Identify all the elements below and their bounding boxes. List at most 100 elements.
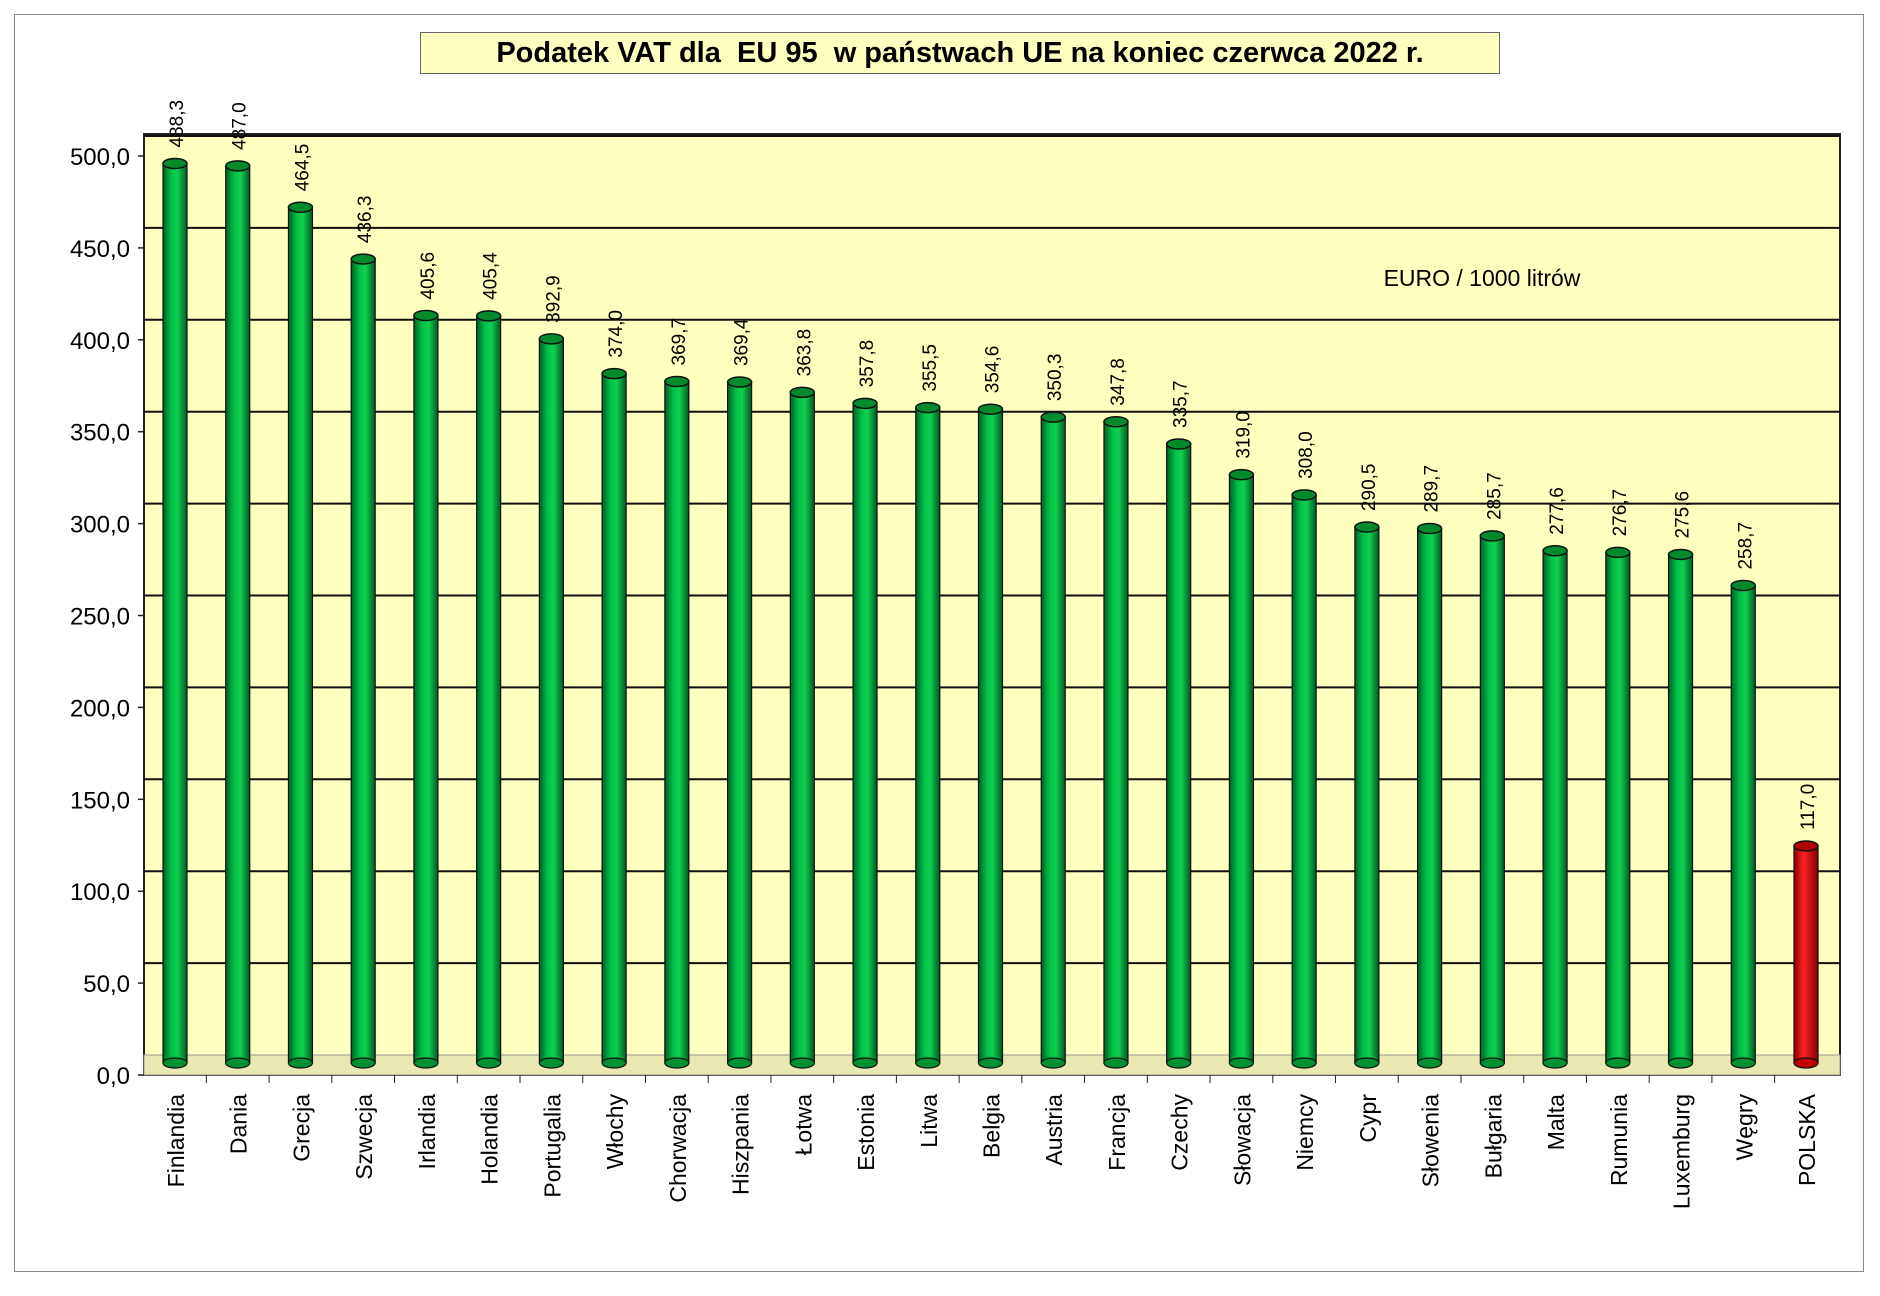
bar-cap xyxy=(1542,545,1568,557)
x-tick-label: Malta xyxy=(1543,1094,1569,1150)
x-tick-label: Finlandia xyxy=(163,1094,189,1188)
bar xyxy=(601,372,627,1064)
data-label: 369,4 xyxy=(732,318,753,366)
x-tick-label: Portugalia xyxy=(539,1094,565,1198)
bar xyxy=(476,315,502,1064)
bar-cap xyxy=(287,201,314,213)
bar xyxy=(287,206,314,1064)
bar xyxy=(852,402,878,1064)
bar-base xyxy=(1166,1057,1192,1069)
data-label: 392,9 xyxy=(543,275,564,323)
bar-cap xyxy=(1479,530,1506,542)
y-tick-label: 400,0 xyxy=(70,328,130,355)
data-label: 405,6 xyxy=(418,252,439,300)
bar-base xyxy=(1479,1057,1505,1069)
x-tick-label: Estonia xyxy=(853,1094,879,1171)
bar xyxy=(1479,535,1505,1064)
bar-base xyxy=(664,1057,690,1069)
bar-base xyxy=(1793,1057,1819,1069)
y-tick-label: 500,0 xyxy=(70,144,130,171)
data-label: 289,7 xyxy=(1422,465,1443,513)
data-label: 357,8 xyxy=(857,340,878,388)
y-tick-label: 0,0 xyxy=(97,1063,130,1090)
data-label: 350,3 xyxy=(1045,354,1066,402)
chart-title: Podatek VAT dla EU 95 w państwach UE na … xyxy=(420,32,1500,74)
bar-cap xyxy=(1354,521,1380,533)
data-label: 405,4 xyxy=(481,252,502,300)
bar-cap xyxy=(224,160,251,172)
bar-base xyxy=(915,1057,941,1069)
x-tick-label: Grecja xyxy=(288,1094,314,1162)
bar-base xyxy=(1542,1057,1568,1069)
bar-base xyxy=(225,1057,251,1069)
bar xyxy=(1103,421,1129,1064)
bar-cap xyxy=(1730,579,1757,592)
x-tick-label: Szwecja xyxy=(351,1094,377,1180)
bar-cap xyxy=(1667,548,1694,561)
y-tick-label: 50,0 xyxy=(83,971,130,998)
bar xyxy=(1667,553,1694,1064)
bar xyxy=(1417,527,1443,1064)
y-tick-label: 250,0 xyxy=(70,604,130,631)
bar xyxy=(413,314,439,1064)
bar-base xyxy=(1730,1057,1756,1069)
x-tick-label: Litwa xyxy=(916,1094,942,1148)
bar-base xyxy=(1103,1057,1129,1069)
x-tick-label: Węgry xyxy=(1731,1094,1757,1161)
data-label: 464,5 xyxy=(292,144,313,192)
bar xyxy=(664,380,690,1064)
bar xyxy=(1542,550,1568,1064)
bar-cap xyxy=(1103,415,1129,428)
bar-base xyxy=(1417,1057,1443,1069)
bar-cap xyxy=(1165,438,1192,450)
x-tick-label: Dania xyxy=(226,1094,252,1154)
bar-cap xyxy=(350,253,376,265)
data-label: 276,7 xyxy=(1610,489,1631,537)
bar xyxy=(1291,494,1317,1064)
data-label: 277,6 xyxy=(1547,487,1568,535)
x-tick-label: Łotwa xyxy=(790,1094,816,1156)
bar-cap xyxy=(601,367,627,380)
y-tick-label: 450,0 xyxy=(70,236,130,263)
data-label: 347,8 xyxy=(1108,358,1129,406)
x-tick-label: Hiszpania xyxy=(728,1094,754,1195)
bar xyxy=(915,406,941,1064)
x-tick-label: Luxemburg xyxy=(1669,1094,1695,1209)
x-tick-label: Belgia xyxy=(979,1094,1005,1158)
bar-base xyxy=(1667,1057,1694,1069)
bar-cap xyxy=(538,333,565,345)
bar-cap xyxy=(413,309,439,322)
bar xyxy=(1605,551,1631,1064)
bar xyxy=(1793,845,1819,1064)
data-label: 436,3 xyxy=(355,196,376,244)
x-tick-label: Chorwacja xyxy=(665,1094,691,1203)
y-tick-label: 200,0 xyxy=(70,695,130,722)
bar xyxy=(1730,584,1756,1064)
data-label: 487,0 xyxy=(230,102,251,150)
bar xyxy=(225,165,251,1064)
bar-base xyxy=(1354,1057,1380,1069)
bar-base xyxy=(476,1057,502,1069)
x-tick-label: Holandia xyxy=(477,1094,503,1185)
x-tick-label: Irlandia xyxy=(414,1094,440,1170)
bar-cap xyxy=(162,157,188,170)
bar xyxy=(1166,443,1192,1064)
data-label: 369,7 xyxy=(669,318,690,366)
bar-base xyxy=(413,1057,439,1069)
data-label: 488,3 xyxy=(167,100,188,148)
bar-cap xyxy=(664,375,690,388)
x-tick-label: POLSKA xyxy=(1794,1093,1820,1186)
bar xyxy=(350,258,376,1064)
bar-base xyxy=(1291,1057,1317,1069)
bar-cap xyxy=(1605,546,1631,559)
bar-base xyxy=(287,1057,314,1069)
bar xyxy=(1228,474,1255,1064)
bar-cap xyxy=(1416,522,1443,535)
bar xyxy=(977,408,1004,1064)
bar-cap xyxy=(852,397,878,410)
bar xyxy=(1040,416,1066,1064)
x-tick-label: Rumunia xyxy=(1606,1094,1632,1186)
bar-cap xyxy=(475,310,502,322)
data-label: 319,0 xyxy=(1233,411,1254,459)
